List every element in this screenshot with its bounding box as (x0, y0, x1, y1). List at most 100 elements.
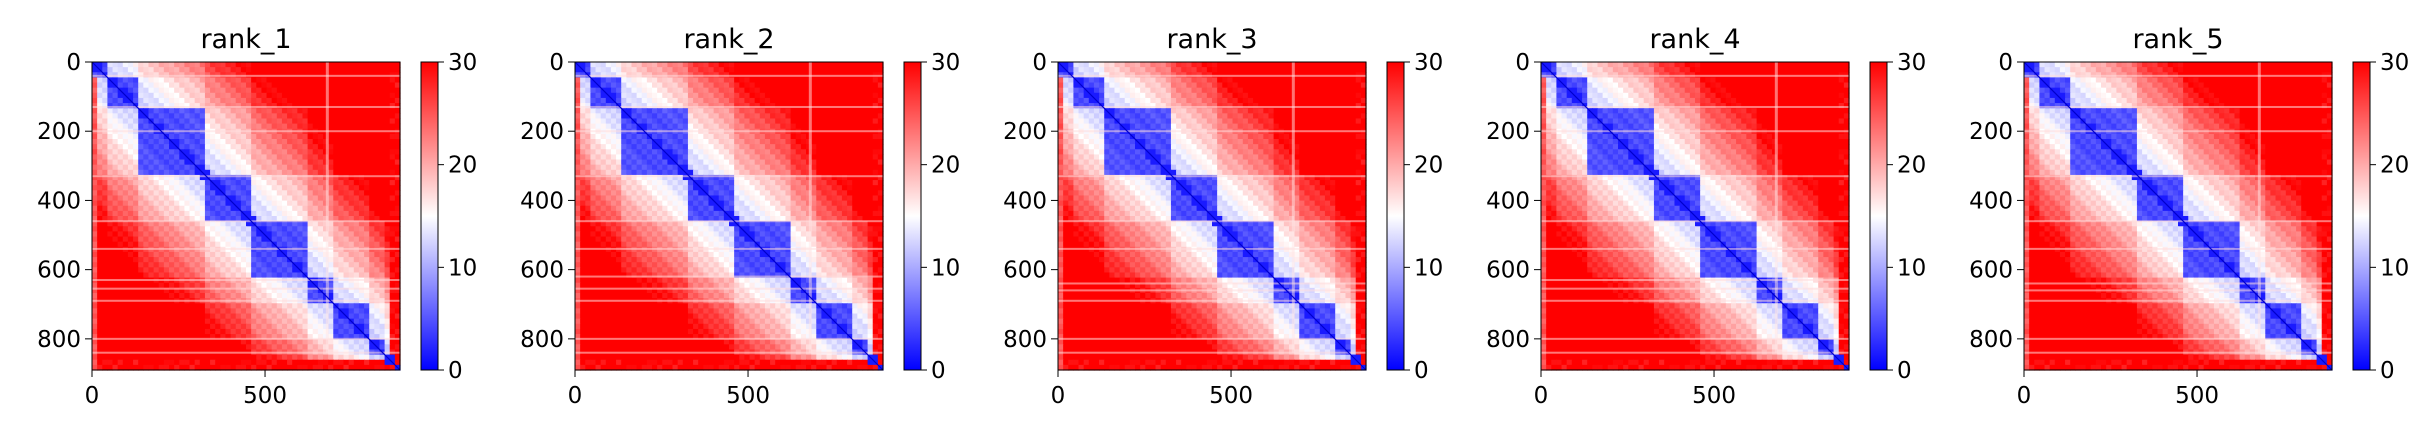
heatmap-cell (580, 149, 586, 155)
heatmap-cell (240, 339, 247, 345)
heatmap-cell (225, 257, 232, 263)
heatmap-cell (610, 174, 617, 181)
heatmap-cell (107, 169, 114, 176)
heatmap-cell (358, 97, 365, 104)
heatmap-cell (235, 164, 242, 171)
heatmap-cell (287, 339, 293, 345)
heatmap-cell (251, 344, 257, 351)
heatmap-cell (389, 185, 396, 191)
heatmap-cell (333, 62, 339, 68)
heatmap-cell (276, 282, 283, 289)
heatmap-cell (251, 174, 257, 181)
heatmap-cell (348, 190, 355, 197)
heatmap-cell (251, 262, 257, 268)
heatmap-cell (343, 159, 350, 166)
heatmap-cell (333, 257, 339, 263)
heatmap-cell (708, 154, 715, 161)
heatmap-cell (394, 272, 401, 279)
heatmap-cell (348, 287, 355, 294)
heatmap-cell (312, 92, 319, 99)
heatmap-cell (687, 123, 694, 130)
heatmap-cell (328, 364, 334, 371)
heatmap-cell (169, 97, 175, 104)
heatmap-cell (97, 282, 103, 289)
heatmap-cell (153, 174, 160, 181)
heatmap-cell (117, 154, 124, 161)
heatmap-cell (605, 123, 612, 130)
heatmap-cell (328, 236, 334, 243)
heatmap-cell (394, 267, 401, 274)
heatmap-cell (143, 236, 150, 243)
heatmap-cell (302, 174, 309, 181)
heatmap-cell (754, 144, 761, 150)
heatmap-cell (852, 77, 858, 84)
heatmap-cell (836, 144, 843, 150)
heatmap-cell (703, 169, 710, 176)
heatmap-cell (857, 103, 864, 109)
heatmap-cell (174, 303, 180, 309)
heatmap-cell (831, 144, 838, 150)
heatmap-cell (744, 62, 751, 68)
heatmap-cell (148, 262, 155, 268)
heatmap-cell (297, 210, 304, 217)
heatmap-cell (220, 139, 227, 145)
heatmap-cell (734, 144, 740, 150)
heatmap-cell (194, 149, 201, 155)
heatmap-cell (210, 97, 216, 104)
heatmap-cell (358, 318, 365, 325)
heatmap-cell (713, 149, 720, 155)
heatmap-cell (292, 180, 298, 186)
heatmap-cell (718, 62, 725, 68)
heatmap-cell (394, 62, 401, 68)
heatmap-cell (749, 118, 756, 125)
heatmap-cell (703, 62, 710, 68)
heatmap-cell (240, 103, 247, 109)
heatmap-cell (616, 113, 622, 120)
heatmap-cell (133, 159, 139, 166)
heatmap-cell (348, 154, 355, 161)
heatmap-cell (790, 67, 797, 73)
heatmap-cell (107, 154, 114, 161)
y-tick-label: 600 (37, 258, 81, 284)
heatmap-cell (328, 226, 334, 232)
heatmap-cell (317, 108, 324, 114)
heatmap-cell (153, 339, 160, 345)
heatmap-cell (158, 154, 165, 161)
heatmap-cell (220, 133, 227, 140)
heatmap-cell (343, 344, 350, 351)
heatmap-cell (307, 334, 314, 340)
heatmap-cell (759, 82, 766, 89)
heatmap-cell (734, 103, 740, 109)
heatmap-cell (369, 97, 375, 104)
heatmap-cell (251, 308, 257, 315)
heatmap-cell (271, 308, 278, 315)
heatmap-cell (826, 113, 833, 120)
heatmap-cell (662, 144, 668, 150)
heatmap-cell (138, 282, 144, 289)
heatmap-cell (379, 262, 386, 268)
heatmap-cell (626, 133, 633, 140)
heatmap-cell (235, 123, 242, 130)
heatmap-cell (600, 174, 607, 181)
heatmap-cell (677, 103, 684, 109)
heatmap-cell (276, 236, 283, 243)
heatmap-cell (312, 308, 319, 315)
heatmap-cell (127, 318, 134, 325)
heatmap-cell (312, 82, 319, 89)
heatmap-cell (148, 205, 155, 212)
heatmap-cell (328, 241, 334, 248)
heatmap-cell (117, 67, 124, 73)
heatmap-cell (189, 154, 196, 161)
heatmap-cell (389, 200, 396, 207)
heatmap-cell (97, 62, 103, 68)
heatmap-cell (102, 226, 108, 232)
heatmap-cell (184, 180, 191, 186)
heatmap-cell (194, 318, 201, 325)
heatmap-cell (328, 251, 334, 258)
heatmap-cell (826, 62, 833, 68)
heatmap-cell (122, 364, 129, 371)
heatmap-cell (744, 164, 751, 171)
heatmap-cell (636, 133, 643, 140)
heatmap-cell (174, 118, 180, 125)
heatmap-cell (343, 210, 350, 217)
